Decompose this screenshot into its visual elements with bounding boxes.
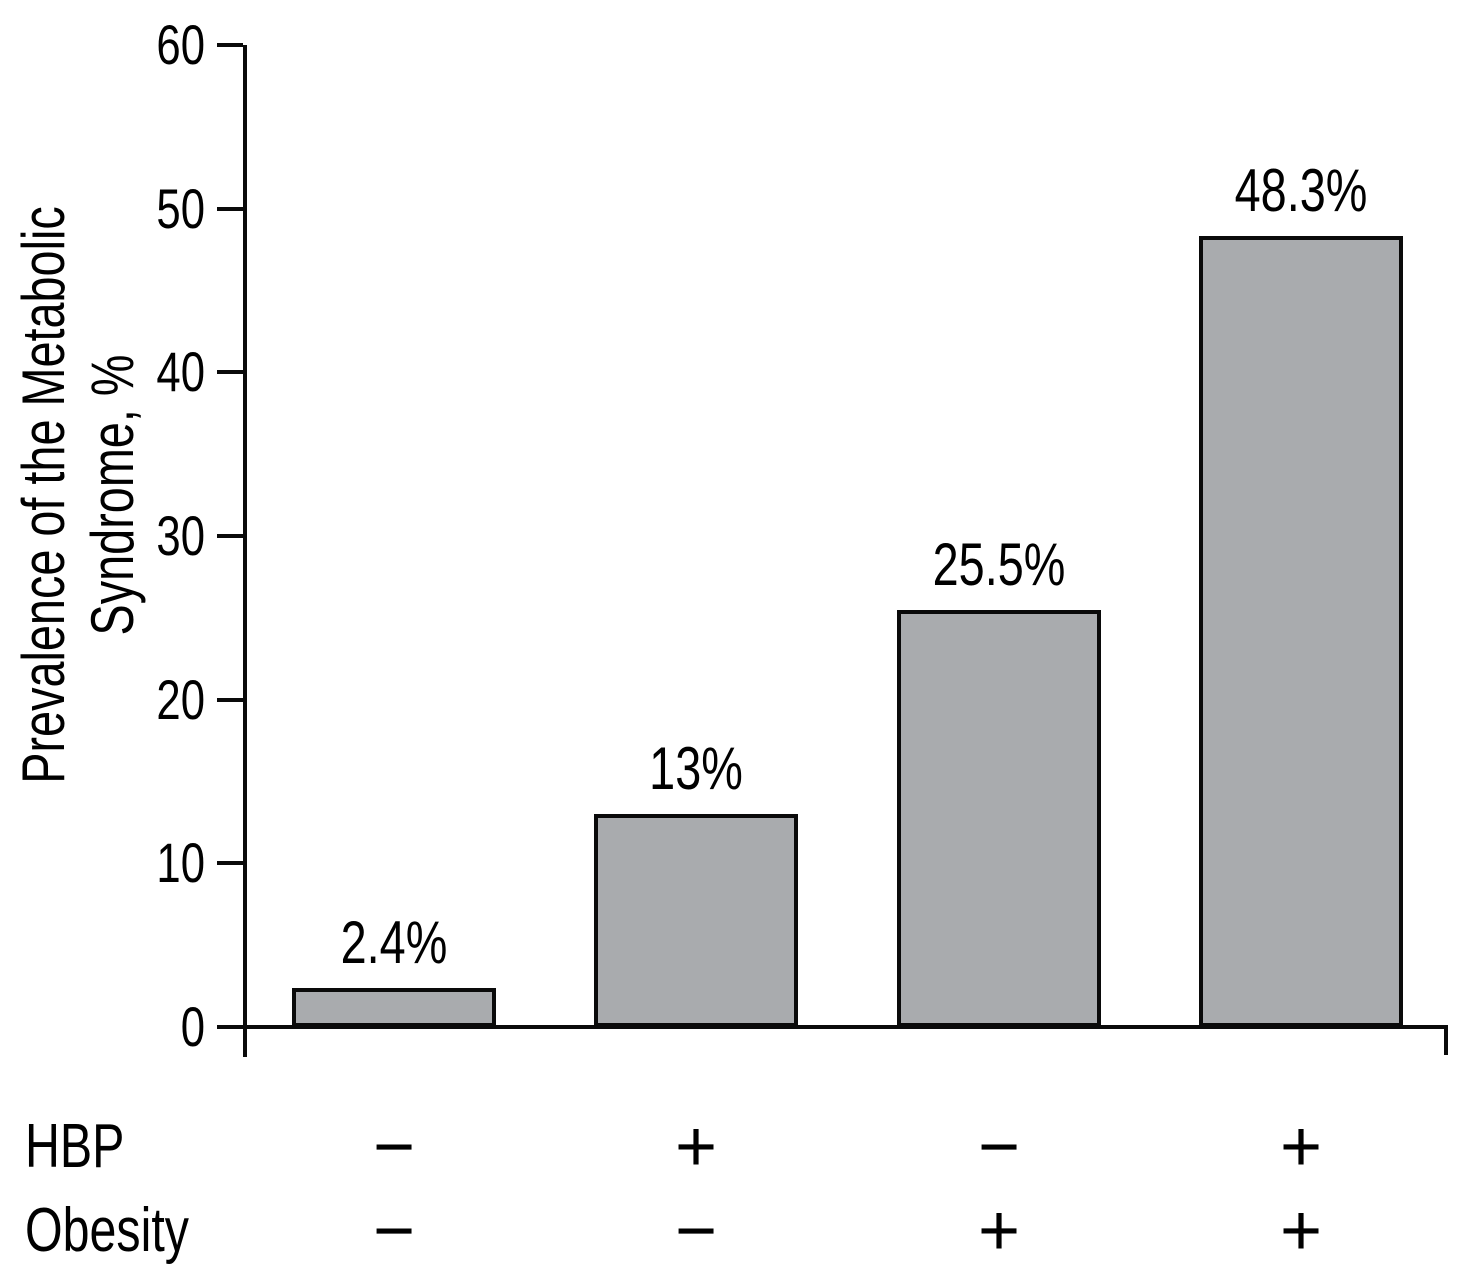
y-axis-tick-label: 20 (156, 667, 205, 731)
bar (292, 987, 496, 1027)
bar-value-label: 13% (649, 735, 743, 803)
bar (1199, 236, 1403, 1027)
y-axis-tick (217, 534, 243, 538)
bar-value-label: 2.4% (340, 908, 448, 976)
obesity-sign: − (674, 1191, 718, 1271)
row-header-obesity: Obesity (25, 1196, 189, 1265)
obesity-sign: − (372, 1191, 416, 1271)
hbp-sign: + (1279, 1107, 1323, 1187)
x-axis-endcap (1444, 1025, 1448, 1055)
y-axis-tick (217, 43, 243, 47)
y-axis-tick-label: 60 (156, 13, 205, 76)
y-axis-tick (217, 206, 243, 211)
y-axis-tick-label: 0 (180, 995, 205, 1058)
hbp-sign: − (977, 1107, 1021, 1187)
y-axis-tick-label: 30 (156, 504, 205, 567)
y-axis-tick (217, 861, 243, 866)
bar (897, 609, 1101, 1027)
y-axis-tick-label: 10 (156, 831, 205, 895)
row-header-hbp: HBP (25, 1112, 125, 1181)
y-axis-tick (217, 697, 243, 702)
hbp-sign: + (674, 1107, 718, 1187)
obesity-sign: + (977, 1191, 1021, 1271)
y-axis-tick-label: 50 (156, 176, 205, 240)
y-axis-tick (217, 370, 243, 375)
y-axis-tick (217, 1025, 243, 1029)
x-axis-line (221, 1025, 1448, 1029)
obesity-sign: + (1279, 1191, 1323, 1271)
bar-value-label: 25.5% (932, 530, 1066, 598)
bar-value-label: 48.3% (1234, 157, 1368, 225)
y-axis-tick-label: 40 (156, 340, 205, 404)
hbp-sign: − (372, 1107, 416, 1187)
y-axis-line (243, 45, 247, 1057)
bar (594, 814, 798, 1027)
